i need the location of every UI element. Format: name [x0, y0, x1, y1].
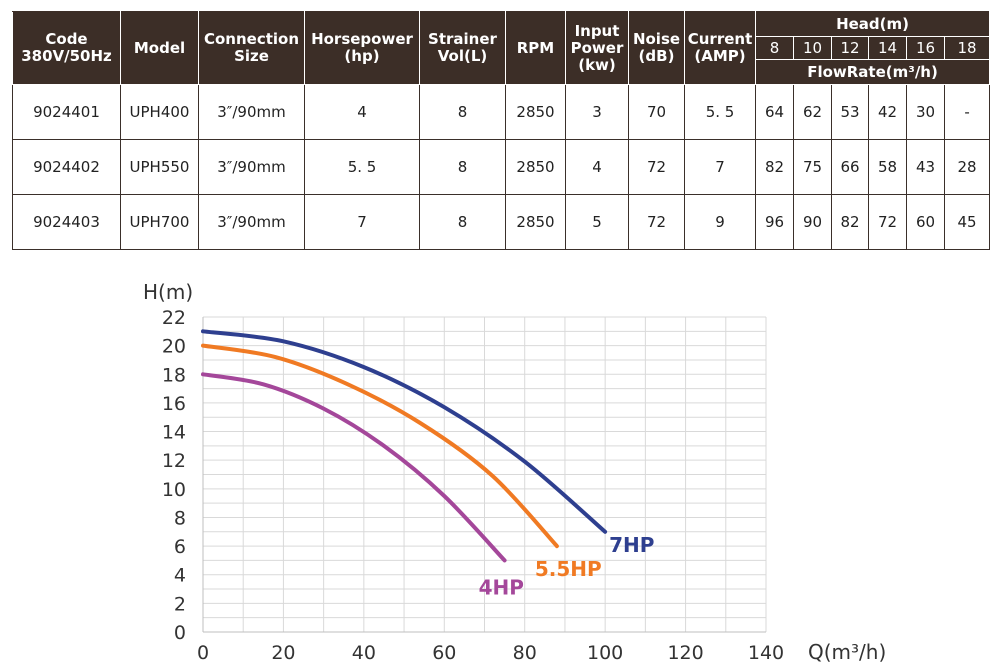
pump-curve-chart: 0 2 4 6 8 10 12 14 16 18 20 22 0 20 40 60 80 100 120 140 H(m…	[143, 280, 886, 664]
cell-flow: 30	[906, 84, 945, 140]
cell-flow: 72	[868, 194, 907, 250]
y-tick-label: 22	[162, 307, 186, 329]
y-tick-label: 20	[162, 336, 186, 358]
head-value: 12	[831, 36, 869, 60]
series-curve-4hp	[201, 372, 507, 563]
cell-connection: 3″/90mm	[198, 84, 305, 140]
y-tick-label: 16	[162, 393, 186, 415]
cell-flow: 53	[831, 84, 869, 140]
spec-table: Code 380V/50Hz Model Connection Size Horse…	[12, 11, 991, 250]
header-strainer: Strainer Vol(L)	[419, 11, 506, 85]
cell-strainer: 8	[419, 194, 506, 250]
y-tick-label: 6	[174, 536, 186, 558]
x-tick-label: 80	[513, 642, 537, 664]
header-input-power: Input Power (kw)	[565, 11, 629, 85]
y-tick-label: 18	[162, 364, 186, 386]
cell-connection: 3″/90mm	[198, 139, 305, 195]
x-tick-label: 40	[352, 642, 376, 664]
cell-flow: 64	[755, 84, 794, 140]
header-rpm: RPM	[505, 11, 566, 85]
cell-rpm: 2850	[505, 194, 566, 250]
series-label: 7HP	[609, 533, 654, 557]
series-curve-7hp	[201, 329, 608, 534]
table-row: 9024403 UPH700 3″/90mm 7 8 2850 5 72 9 9…	[12, 194, 991, 250]
y-tick-label: 8	[174, 507, 186, 529]
header-noise: Noise (dB)	[628, 11, 685, 85]
y-axis-title: H(m)	[143, 280, 193, 304]
cell-power: 3	[565, 84, 629, 140]
cell-flow: 62	[793, 84, 832, 140]
cell-flow: 60	[906, 194, 945, 250]
cell-noise: 72	[628, 139, 685, 195]
cell-flow: 45	[943, 194, 991, 250]
cell-flow: 82	[755, 139, 794, 195]
table-row: 9024402 UPH550 3″/90mm 5. 5 8 2850 4 72 …	[12, 139, 991, 195]
header-head: Head(m)	[754, 11, 991, 37]
cell-power: 4	[565, 139, 629, 195]
head-value: 8	[755, 36, 794, 60]
cell-noise: 72	[628, 194, 685, 250]
y-tick-label: 12	[162, 450, 186, 472]
cell-model: UPH400	[120, 84, 199, 140]
cell-model: UPH550	[120, 139, 199, 195]
x-tick-label: 20	[271, 642, 295, 664]
x-tick-label: 60	[432, 642, 456, 664]
cell-current: 7	[684, 139, 756, 195]
cell-rpm: 2850	[505, 84, 566, 140]
cell-strainer: 8	[419, 84, 506, 140]
cell-hp: 7	[304, 194, 420, 250]
y-tick-label: 0	[174, 622, 186, 644]
header-code: Code 380V/50Hz	[12, 11, 121, 85]
cell-hp: 5. 5	[304, 139, 420, 195]
x-tick-label: 100	[587, 642, 623, 664]
x-tick-label: 140	[748, 642, 784, 664]
table-row: 9024401 UPH400 3″/90mm 4 8 2850 3 70 5. …	[12, 84, 991, 140]
cell-current: 5. 5	[684, 84, 756, 140]
y-tick-label: 2	[174, 593, 186, 615]
cell-code: 9024403	[12, 194, 121, 250]
header-current: Current (AMP)	[684, 11, 756, 85]
cell-code: 9024402	[12, 139, 121, 195]
cell-flow: 42	[868, 84, 907, 140]
header-horsepower: Horsepower (hp)	[304, 11, 420, 85]
x-tick-label: 0	[197, 642, 209, 664]
cell-model: UPH700	[120, 194, 199, 250]
x-tick-label: 120	[667, 642, 703, 664]
series-label: 4HP	[479, 575, 524, 599]
head-value: 18	[943, 36, 991, 60]
head-value: 10	[793, 36, 832, 60]
cell-rpm: 2850	[505, 139, 566, 195]
cell-noise: 70	[628, 84, 685, 140]
cell-flow: 75	[793, 139, 832, 195]
cell-flow: 28	[943, 139, 991, 195]
cell-flow: 58	[868, 139, 907, 195]
header-connection: Connection Size	[198, 11, 305, 85]
header-model: Model	[120, 11, 199, 85]
cell-flow: 43	[906, 139, 945, 195]
cell-flow: 66	[831, 139, 869, 195]
cell-connection: 3″/90mm	[198, 194, 305, 250]
x-axis-title: Q(m³/h)	[808, 640, 886, 664]
cell-flow: 96	[755, 194, 794, 250]
head-value: 14	[868, 36, 907, 60]
cell-flow: 90	[793, 194, 832, 250]
cell-hp: 4	[304, 84, 420, 140]
head-value: 16	[906, 36, 945, 60]
cell-code: 9024401	[12, 84, 121, 140]
y-tick-label: 14	[162, 422, 186, 444]
cell-current: 9	[684, 194, 756, 250]
y-tick-label: 4	[174, 565, 186, 587]
cell-strainer: 8	[419, 139, 506, 195]
cell-flow: -	[943, 84, 991, 140]
header-flowrate: FlowRate(m³/h)	[754, 59, 991, 85]
cell-flow: 82	[831, 194, 869, 250]
cell-power: 5	[565, 194, 629, 250]
series-curve-5-5hp	[201, 343, 559, 549]
series-label: 5.5HP	[535, 557, 602, 581]
y-tick-label: 10	[162, 479, 186, 501]
